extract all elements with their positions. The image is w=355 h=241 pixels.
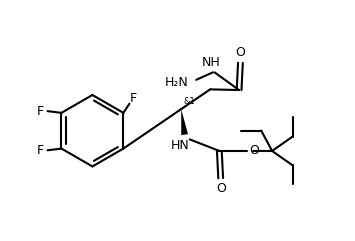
Text: &1: &1 — [184, 97, 195, 106]
Text: F: F — [37, 144, 44, 157]
Text: F: F — [129, 92, 136, 105]
Text: O: O — [249, 144, 259, 157]
Text: HN: HN — [170, 139, 189, 152]
Text: F: F — [37, 105, 44, 118]
Text: O: O — [216, 181, 226, 194]
Text: O: O — [235, 47, 245, 60]
Text: H₂N: H₂N — [165, 76, 189, 89]
Text: NH: NH — [202, 56, 220, 69]
Polygon shape — [181, 109, 188, 135]
